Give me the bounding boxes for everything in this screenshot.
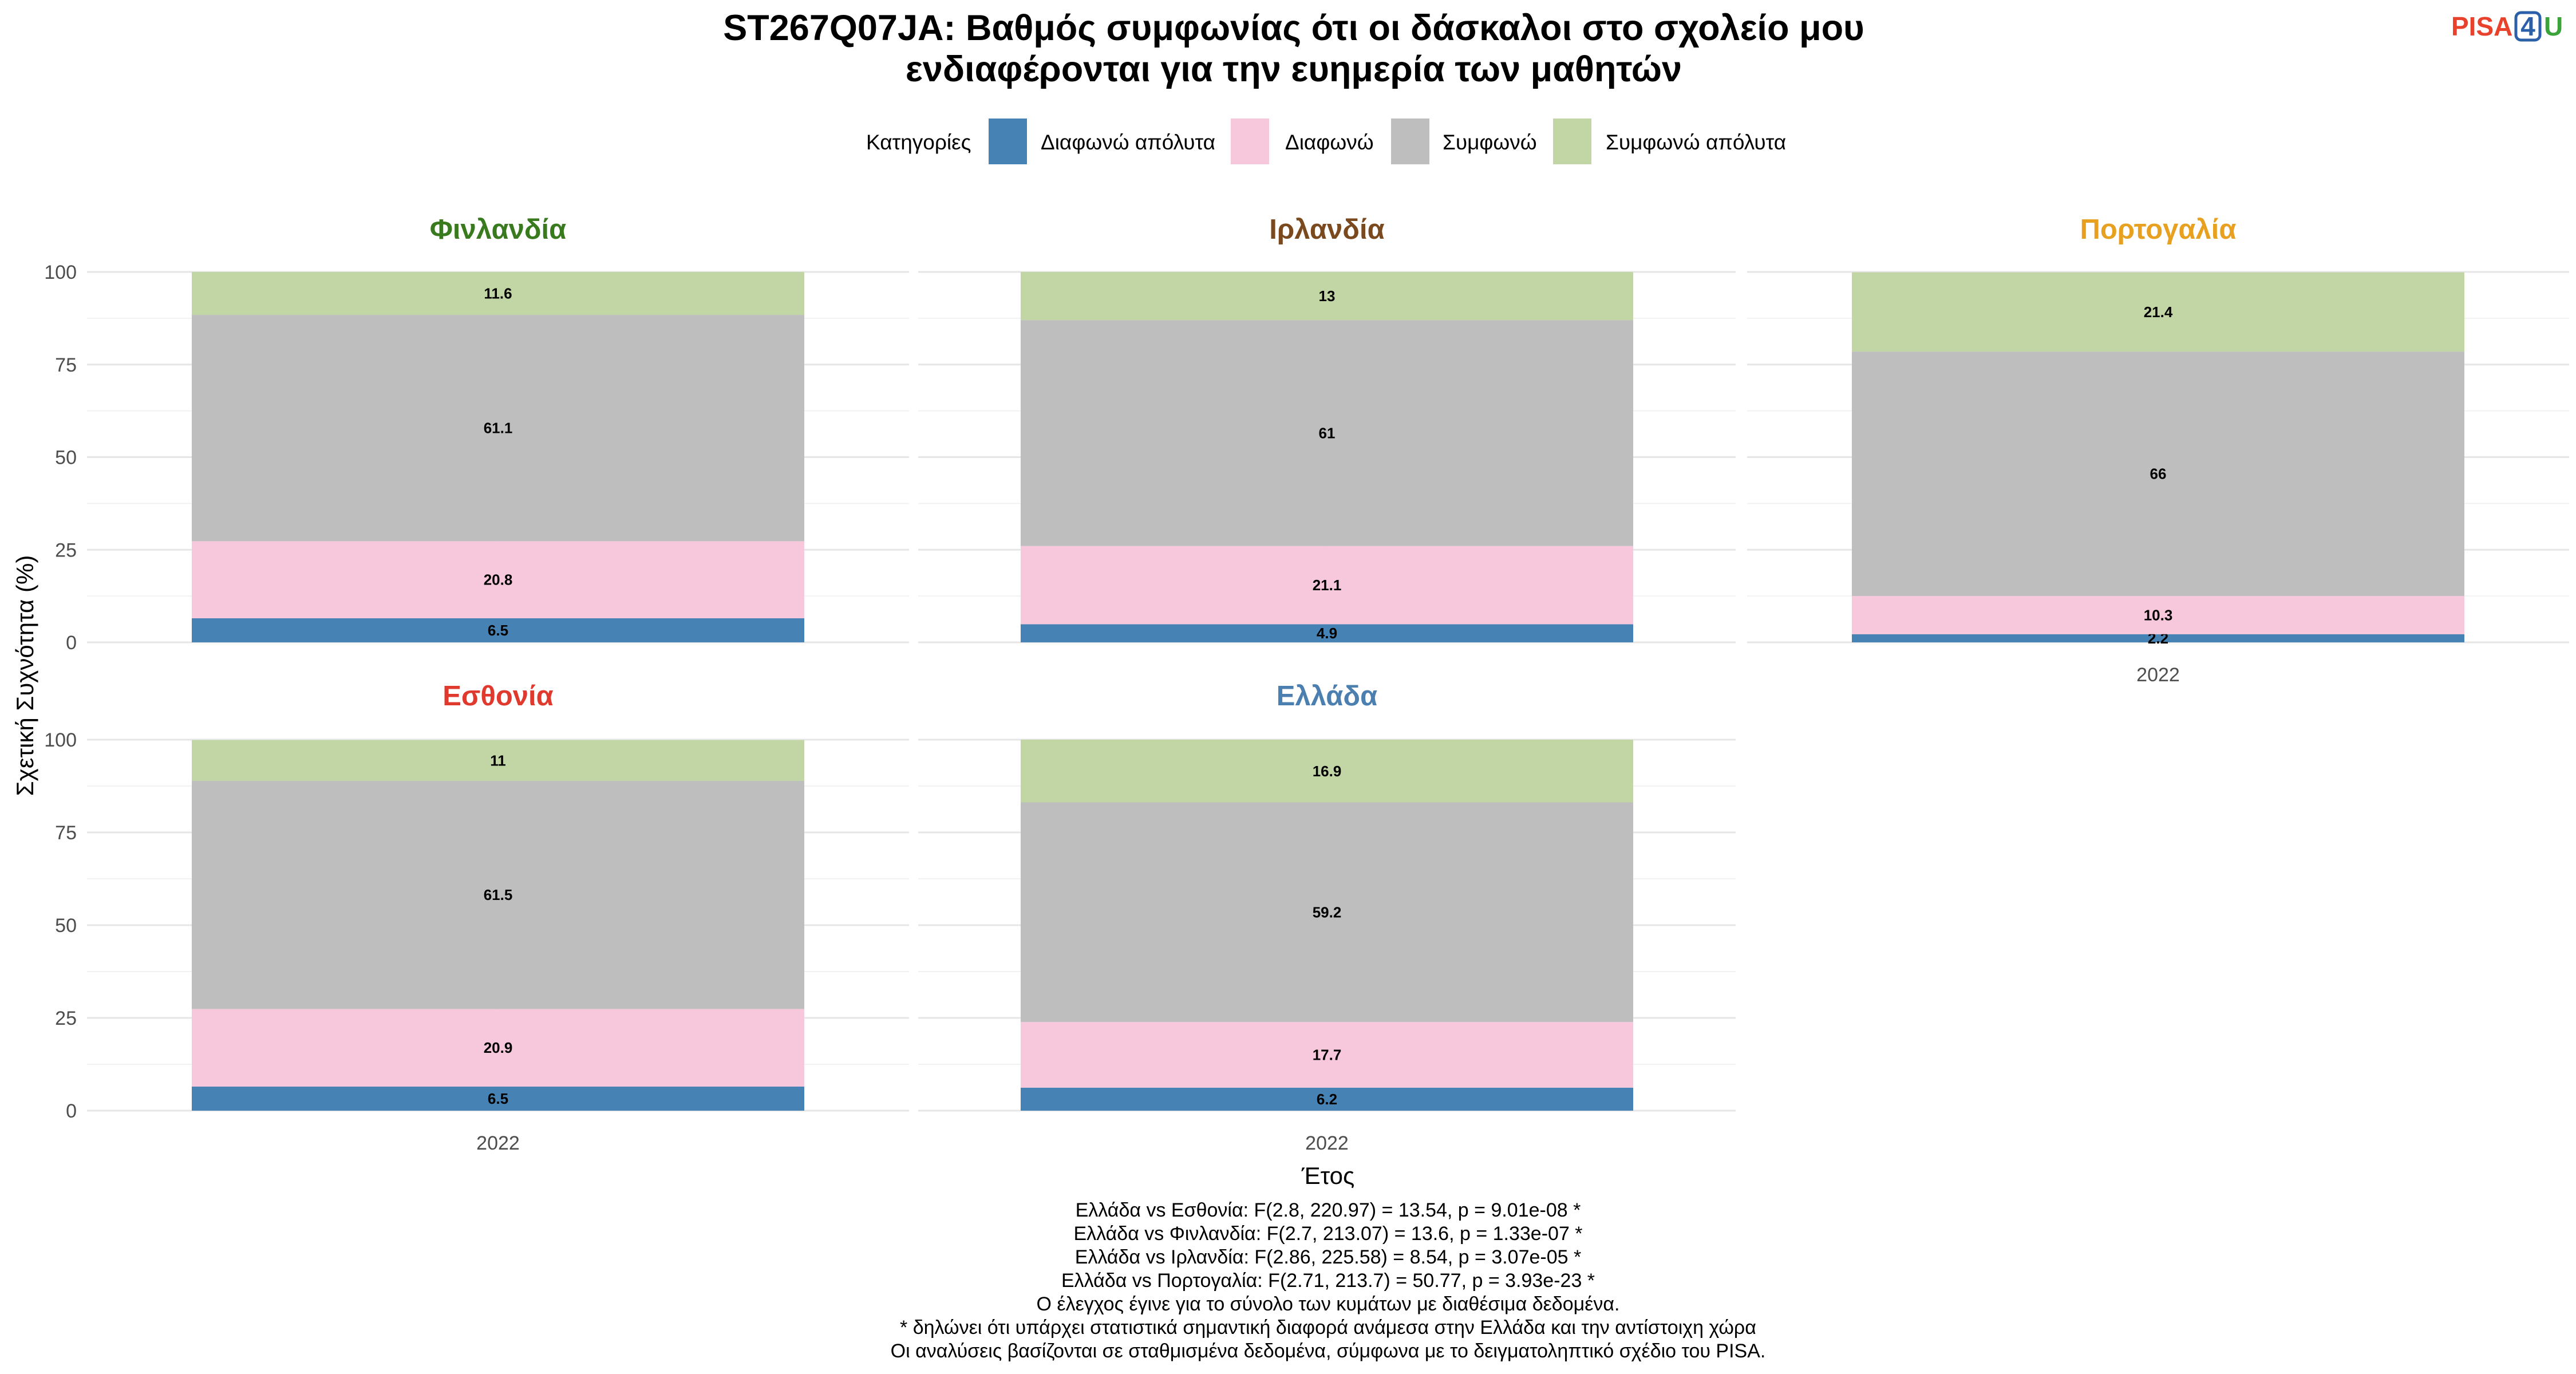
panel-1-bar-label-3: 13 [1319, 287, 1336, 305]
panel-2-bar-label-1: 10.3 [2144, 606, 2173, 623]
panel-1: Ιρλανδία 4.9 21.1 61 13 [918, 214, 1736, 643]
panel-1-bar-label-1: 21.1 [1313, 577, 1342, 594]
panel-1-strip-title: Ιρλανδία [1269, 214, 1384, 245]
panel-3-y-tick-label-0: 0 [66, 1100, 77, 1122]
panel-3-bar-label-0: 6.5 [488, 1090, 508, 1107]
panel-3-y-tick-label-1: 25 [55, 1008, 77, 1029]
pisa4u-logo: PISA 4 U [2451, 11, 2563, 42]
panel-4-x-tick-label: 2022 [1305, 1132, 1349, 1154]
panel-0-bar-label-0: 6.5 [488, 622, 508, 639]
panel-1-bar-segment-2 [1021, 320, 1633, 546]
panel-3-y-tick-label-2: 50 [55, 915, 77, 937]
chart-title-line-2: ενδιαφέρονται για την ευημερία των μαθητ… [906, 49, 1682, 89]
panel-2-bar-segment-3 [1852, 272, 2464, 352]
panel-0-y-tick-label-3: 75 [55, 354, 77, 376]
legend-label-3: Συμφωνώ απόλυτα [1606, 131, 1786, 154]
panel-4-bar-label-0: 6.2 [1317, 1091, 1337, 1108]
caption-line-3: Ελλάδα vs Πορτογαλία: F(2.71, 213.7) = 5… [1061, 1270, 1595, 1292]
legend-swatch-0 [989, 119, 1027, 164]
panel-0-y-tick-label-2: 50 [55, 447, 77, 469]
panel-3-bar-label-2: 61.5 [484, 886, 513, 903]
panel-2-x-tick-label: 2022 [2136, 664, 2180, 686]
caption-line-5: * δηλώνει ότι υπάρχει στατιστικά σημαντι… [900, 1317, 1756, 1339]
panel-2-bar-label-3: 21.4 [2144, 303, 2173, 321]
caption-line-4: Ο έλεγχος έγινε για το σύνολο των κυμάτω… [1037, 1293, 1620, 1315]
facet-panels: 0 25 50 75 100 Φινλανδία 6.5 20.8 61.1 11.6 Ιρλανδ… [44, 214, 2569, 1154]
panel-2-bar-label-2: 66 [2150, 465, 2167, 483]
panel-3-bar-segment-3 [192, 740, 804, 781]
panel-1-bar-label-2: 61 [1319, 424, 1336, 441]
panel-4-bar-segment-0 [1021, 1087, 1633, 1111]
panel-4-bar-segment-1 [1021, 1022, 1633, 1088]
panel-4-bar-segment-2 [1021, 802, 1633, 1022]
y-axis-title: Σχετική Συχνότητα (%) [11, 555, 38, 796]
panel-4: Ελλάδα 6.2 17.7 59.2 16.9 2022 [918, 681, 1736, 1154]
panel-2-bar-segment-2 [1852, 352, 2464, 597]
panel-4-bar-segment-3 [1021, 740, 1633, 803]
panel-0-bar-segment-0 [192, 618, 804, 642]
panel-1-bar-segment-1 [1021, 546, 1633, 625]
caption-line-6: Οι αναλύσεις βασίζονται σε σταθμισμένα δ… [891, 1340, 1766, 1362]
chart-title-line-1: ST267Q07JA: Βαθμός συμφωνίας ότι οι δάσκ… [723, 8, 1864, 48]
caption: Ελλάδα vs Εσθονία: F(2.8, 220.97) = 13.5… [891, 1199, 1766, 1362]
panel-0-bar-label-2: 61.1 [484, 420, 513, 437]
logo-text-pisa: PISA [2451, 11, 2512, 41]
panel-3-y-tick-label-3: 75 [55, 822, 77, 844]
legend-title: Κατηγορίες [866, 131, 971, 154]
legend-swatch-2 [1391, 119, 1429, 164]
panel-3-x-tick-label: 2022 [476, 1132, 520, 1154]
panel-3-bar-segment-2 [192, 780, 804, 1009]
panel-0-bar-segment-1 [192, 541, 804, 618]
logo-text-u: U [2544, 11, 2563, 41]
panel-0-bar-segment-3 [192, 272, 804, 315]
legend-label-1: Διαφωνώ [1285, 131, 1374, 154]
logo-box [2514, 11, 2542, 42]
logo-text-4: 4 [2520, 11, 2535, 41]
caption-line-2: Ελλάδα vs Ιρλανδία: F(2.86, 225.58) = 8.… [1075, 1246, 1581, 1268]
panel-4-bar-label-3: 16.9 [1313, 763, 1342, 780]
x-axis-title: Έτος [1301, 1162, 1355, 1189]
caption-line-1: Ελλάδα vs Φινλανδία: F(2.7, 213.07) = 13… [1073, 1223, 1582, 1245]
panel-3-y-tick-label-4: 100 [44, 729, 77, 751]
panel-0-y-tick-label-1: 25 [55, 539, 77, 561]
panel-1-bar-segment-0 [1021, 624, 1633, 642]
panel-4-bar-label-1: 17.7 [1313, 1046, 1342, 1063]
panel-0-bar-label-1: 20.8 [484, 571, 513, 589]
panel-3-strip-title: Εσθονία [442, 681, 554, 712]
legend-swatch-1 [1231, 119, 1269, 164]
panel-0-bar-label-3: 11.6 [484, 285, 512, 302]
panel-2-strip-title: Πορτογαλία [2080, 214, 2236, 245]
panel-3-bar-label-1: 20.9 [484, 1039, 513, 1056]
panel-3: 0 25 50 75 100 Εσθονία 6.5 20.9 61.5 11 2022 [44, 681, 909, 1154]
legend-label-2: Συμφωνώ [1443, 131, 1537, 154]
panel-4-strip-title: Ελλάδα [1277, 681, 1378, 712]
panel-0-bar-segment-2 [192, 315, 804, 542]
panel-3-bar-segment-1 [192, 1009, 804, 1087]
panel-4-bar-label-2: 59.2 [1313, 903, 1342, 921]
legend: Κατηγορίες Διαφωνώ απόλυτα Διαφωνώ Συμφω… [866, 119, 1786, 164]
panel-1-bar-label-0: 4.9 [1317, 625, 1337, 642]
panel-2-bar-segment-1 [1852, 596, 2464, 634]
legend-swatch-3 [1553, 119, 1591, 164]
panel-0-y-tick-label-0: 0 [66, 632, 77, 654]
legend-label-0: Διαφωνώ απόλυτα [1041, 131, 1215, 154]
panel-3-bar-segment-0 [192, 1086, 804, 1111]
panel-2-bar-segment-0 [1852, 634, 2464, 642]
panel-0-y-tick-label-4: 100 [44, 262, 77, 283]
panel-0: 0 25 50 75 100 Φινλανδία 6.5 20.8 61.1 11.6 [44, 214, 909, 654]
panel-3-bar-label-3: 11 [490, 752, 506, 769]
caption-line-0: Ελλάδα vs Εσθονία: F(2.8, 220.97) = 13.5… [1076, 1199, 1581, 1221]
panel-0-strip-title: Φινλανδία [430, 214, 567, 245]
panel-1-bar-segment-3 [1021, 272, 1633, 321]
